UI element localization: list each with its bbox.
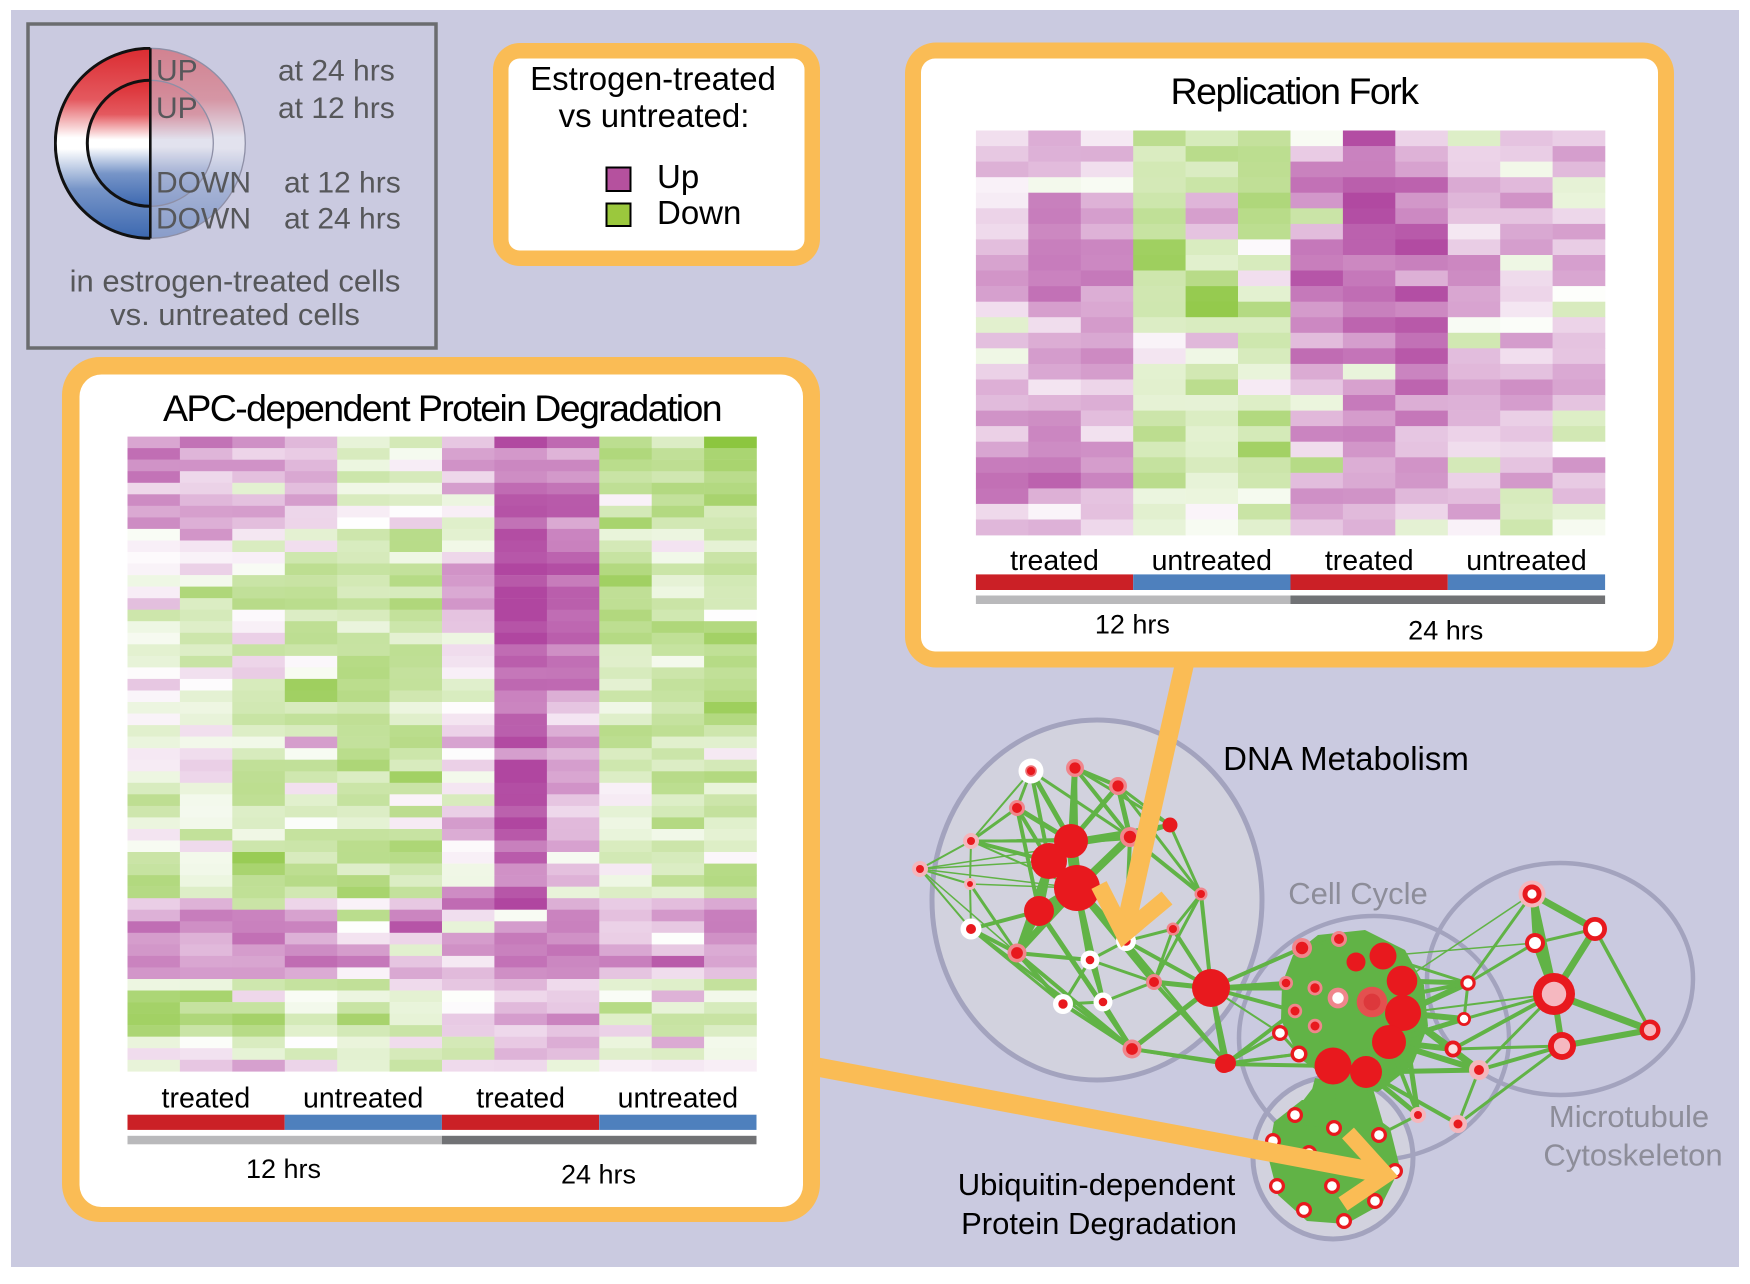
svg-text:treated: treated: [1325, 545, 1414, 577]
svg-text:untreated: untreated: [618, 1083, 738, 1115]
svg-text:Estrogen-treated: Estrogen-treated: [530, 60, 776, 97]
svg-text:Cell Cycle: Cell Cycle: [1288, 876, 1428, 911]
svg-text:at 12 hrs: at 12 hrs: [284, 167, 401, 200]
svg-text:at 24 hrs: at 24 hrs: [284, 203, 401, 236]
svg-text:DOWN: DOWN: [156, 167, 251, 200]
svg-text:Replication Fork: Replication Fork: [1171, 70, 1420, 112]
svg-text:untreated: untreated: [1466, 545, 1586, 577]
svg-text:at 12 hrs: at 12 hrs: [278, 92, 395, 125]
svg-text:untreated: untreated: [303, 1083, 423, 1115]
svg-text:untreated: untreated: [1152, 545, 1272, 577]
svg-text:Cytoskeleton: Cytoskeleton: [1543, 1138, 1722, 1173]
svg-text:12 hrs: 12 hrs: [1095, 610, 1170, 640]
svg-text:Down: Down: [657, 194, 741, 231]
svg-text:DNA Metabolism: DNA Metabolism: [1223, 740, 1469, 777]
svg-text:Up: Up: [657, 158, 699, 195]
svg-text:treated: treated: [1010, 545, 1099, 577]
svg-text:treated: treated: [476, 1083, 565, 1115]
svg-text:24 hrs: 24 hrs: [1408, 616, 1483, 646]
svg-text:in estrogen-treated cells: in estrogen-treated cells: [70, 264, 401, 299]
svg-text:Protein Degradation: Protein Degradation: [961, 1206, 1237, 1241]
svg-text:vs. untreated cells: vs. untreated cells: [110, 297, 360, 332]
svg-text:24 hrs: 24 hrs: [561, 1160, 636, 1190]
svg-text:treated: treated: [162, 1083, 251, 1115]
svg-text:12 hrs: 12 hrs: [246, 1154, 321, 1184]
svg-text:Ubiquitin-dependent: Ubiquitin-dependent: [958, 1167, 1236, 1202]
svg-text:UP: UP: [156, 55, 198, 88]
svg-text:UP: UP: [156, 92, 198, 125]
svg-text:APC-dependent Protein Degradat: APC-dependent Protein Degradation: [163, 387, 721, 429]
svg-text:at 24 hrs: at 24 hrs: [278, 55, 395, 88]
svg-text:Microtubule: Microtubule: [1549, 1099, 1709, 1134]
svg-text:vs untreated:: vs untreated:: [559, 97, 750, 134]
svg-text:DOWN: DOWN: [156, 203, 251, 236]
